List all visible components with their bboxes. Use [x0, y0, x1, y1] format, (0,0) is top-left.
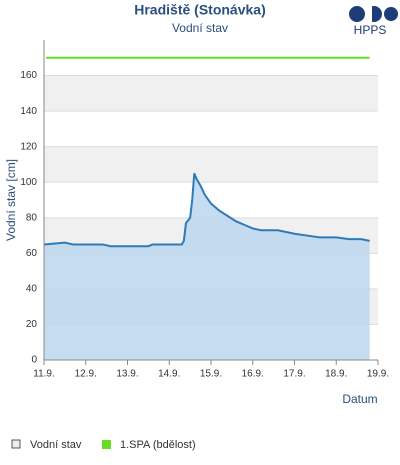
x-axis-label: Datum	[342, 392, 377, 406]
y-tick-label: 120	[20, 141, 37, 152]
logo: HPPS	[349, 4, 398, 37]
x-tick-label: 19.9.	[367, 369, 389, 380]
y-axis-label: Vodní stav [cm]	[4, 159, 18, 241]
y-tick-label: 100	[20, 177, 37, 188]
legend-label: 1.SPA (bdělost)	[120, 439, 196, 451]
y-tick-label: 40	[26, 284, 38, 295]
grid-band	[44, 75, 378, 112]
x-tick-label: 16.9.	[242, 369, 264, 380]
legend-label: Vodní stav	[30, 439, 82, 451]
grid-band	[44, 146, 378, 183]
y-tick-label: 140	[20, 106, 37, 117]
x-tick-label: 12.9.	[75, 369, 97, 380]
legend-swatch	[102, 440, 111, 449]
x-tick-label: 15.9.	[200, 369, 222, 380]
logo-cut	[366, 4, 372, 24]
logo-circle	[384, 7, 398, 21]
area	[44, 173, 370, 360]
y-tick-label: 20	[26, 319, 38, 330]
x-tick-label: 17.9.	[283, 369, 305, 380]
y-tick-label: 80	[26, 212, 38, 223]
logo-circle	[349, 6, 365, 22]
y-tick-label: 0	[31, 355, 37, 366]
y-tick-label: 160	[20, 70, 37, 81]
chart-subtitle: Vodní stav	[172, 21, 228, 35]
logo-text: HPPS	[354, 23, 387, 37]
y-tick-label: 60	[26, 248, 38, 259]
x-tick-label: 11.9.	[33, 369, 55, 380]
x-tick-label: 18.9.	[325, 369, 347, 380]
chart-title: Hradiště (Stonávka)	[134, 2, 265, 18]
x-tick-label: 13.9.	[116, 369, 138, 380]
line	[43, 172, 370, 248]
legend-swatch	[11, 439, 21, 449]
x-tick-label: 14.9.	[158, 369, 180, 380]
